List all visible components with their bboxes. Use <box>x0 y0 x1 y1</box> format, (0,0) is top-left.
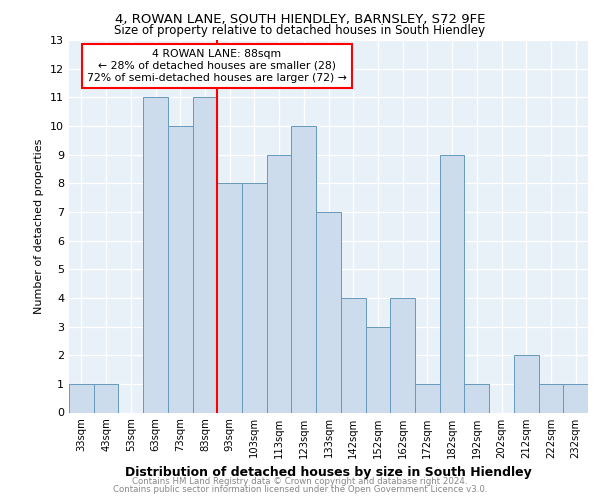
X-axis label: Distribution of detached houses by size in South Hiendley: Distribution of detached houses by size … <box>125 466 532 479</box>
Bar <box>94 384 118 412</box>
Y-axis label: Number of detached properties: Number of detached properties <box>34 138 44 314</box>
Bar <box>365 326 390 412</box>
Bar <box>69 384 94 412</box>
Bar <box>440 154 464 412</box>
Bar <box>143 98 168 412</box>
Text: Contains public sector information licensed under the Open Government Licence v3: Contains public sector information licen… <box>113 485 487 494</box>
Text: Contains HM Land Registry data © Crown copyright and database right 2024.: Contains HM Land Registry data © Crown c… <box>132 477 468 486</box>
Bar <box>514 355 539 412</box>
Bar <box>341 298 365 412</box>
Bar <box>563 384 588 412</box>
Text: 4 ROWAN LANE: 88sqm
← 28% of detached houses are smaller (28)
72% of semi-detach: 4 ROWAN LANE: 88sqm ← 28% of detached ho… <box>87 50 347 82</box>
Bar <box>415 384 440 412</box>
Text: Size of property relative to detached houses in South Hiendley: Size of property relative to detached ho… <box>115 24 485 37</box>
Bar <box>292 126 316 412</box>
Bar <box>168 126 193 412</box>
Bar <box>390 298 415 412</box>
Bar <box>267 154 292 412</box>
Bar <box>464 384 489 412</box>
Bar <box>539 384 563 412</box>
Text: 4, ROWAN LANE, SOUTH HIENDLEY, BARNSLEY, S72 9FE: 4, ROWAN LANE, SOUTH HIENDLEY, BARNSLEY,… <box>115 13 485 26</box>
Bar <box>193 98 217 412</box>
Bar <box>217 184 242 412</box>
Bar <box>316 212 341 412</box>
Bar <box>242 184 267 412</box>
